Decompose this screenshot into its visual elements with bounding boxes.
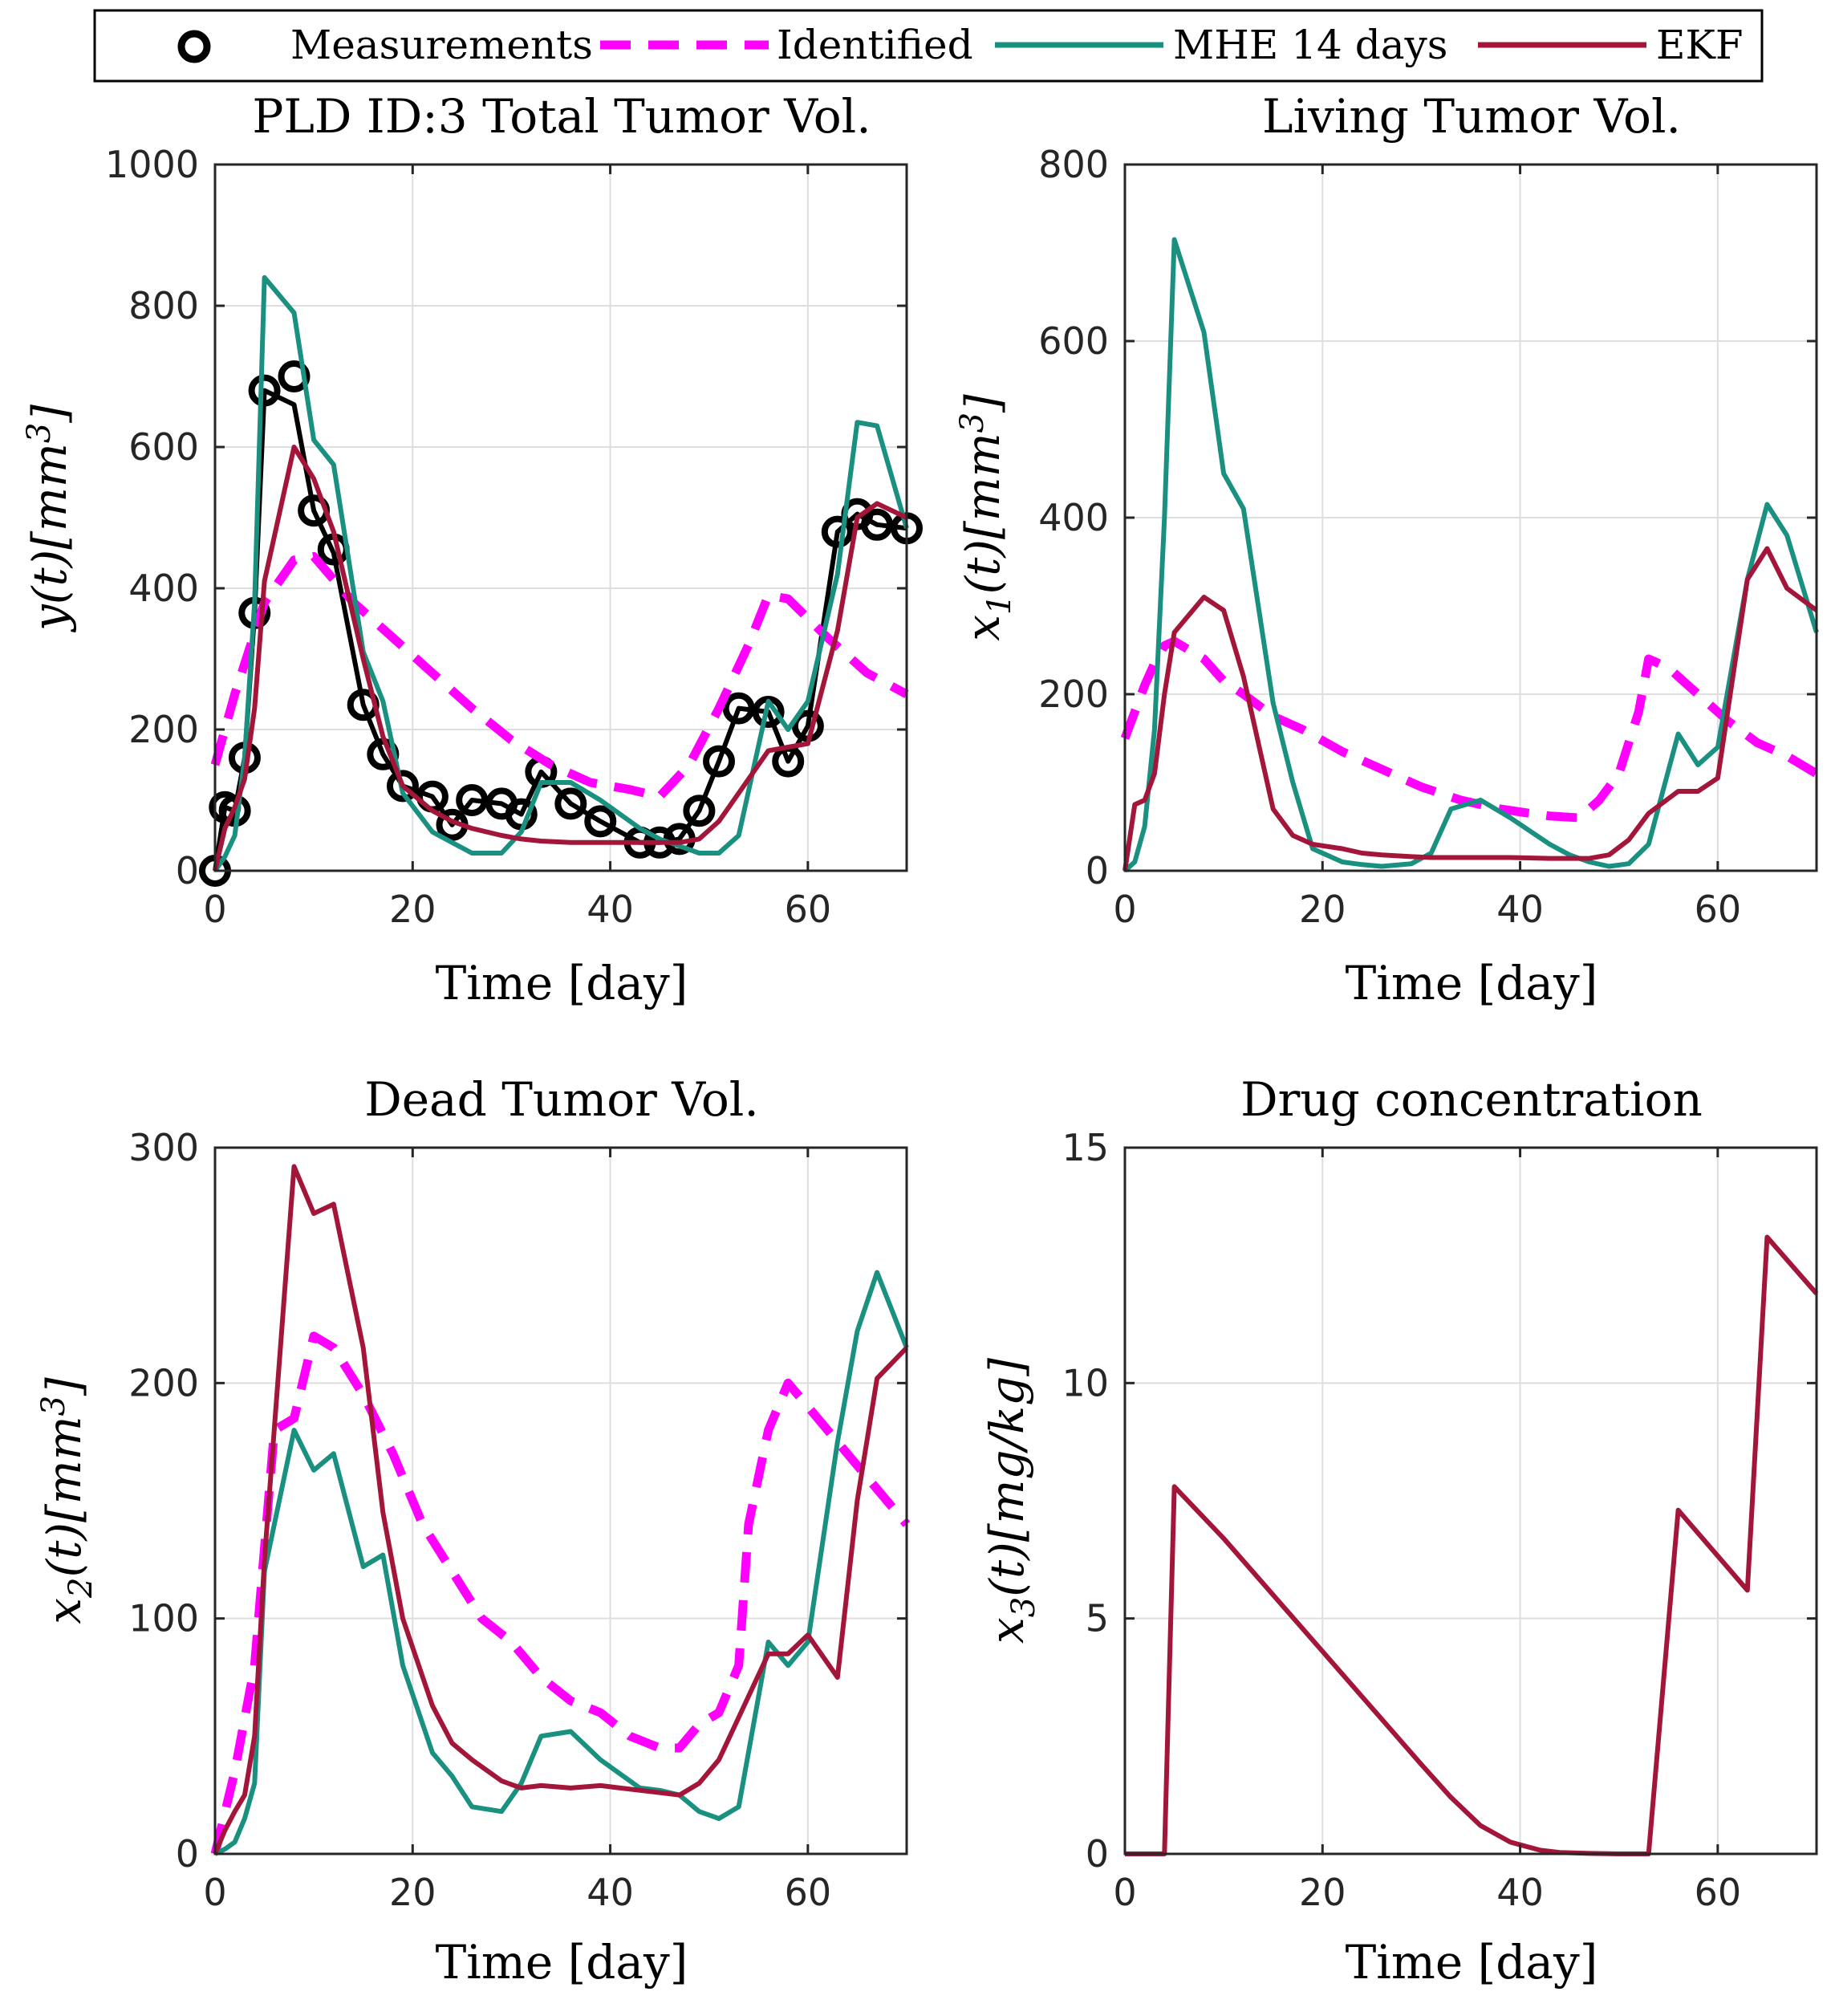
- living-y-tick-label-4: 800: [1038, 143, 1109, 186]
- drug-y-tick-label-2: 10: [1062, 1361, 1109, 1404]
- drug-y-tick-label-0: 0: [1086, 1832, 1109, 1876]
- total-series-identified: [210, 551, 909, 802]
- total-axes-box: [213, 163, 908, 872]
- drug-x-tick-label-0: 0: [1113, 1871, 1136, 1914]
- living-series-ekf: [1122, 546, 1818, 872]
- legend: Measurements Identified MHE 14 days EKF: [93, 9, 1764, 83]
- dead-series-mhe-14-days: [213, 1270, 909, 1856]
- dead-x-tick-label-2: 40: [587, 1871, 634, 1914]
- legend-ekf-label: EKF: [1656, 22, 1744, 68]
- panel-drug-ylabel: x3(t)[mg/kg]: [980, 1358, 1042, 1644]
- total-measurement-point-31: [861, 508, 894, 541]
- total-measurement-point-5: [248, 374, 281, 407]
- total-x-tick-label-0: 0: [203, 888, 226, 931]
- legend-measurements-marker: [177, 30, 211, 63]
- legend-mhe-label: MHE 14 days: [1173, 22, 1447, 68]
- panel-total-xlabel: Time [day]: [436, 956, 688, 1010]
- dead-y-tick-label-3: 300: [128, 1126, 199, 1169]
- dead-axes-box: [213, 1146, 908, 1855]
- living-y-tick-label-1: 200: [1038, 673, 1109, 716]
- panel-living-title: Living Tumor Vol.: [1262, 89, 1681, 144]
- total-measurement-point-19: [584, 805, 617, 838]
- panel-living-ylabel: x1(t)[mm3]: [954, 394, 1018, 641]
- total-x-tick-label-1: 20: [389, 888, 436, 931]
- panel-total-title: PLD ID:3 Total Tumor Vol.: [252, 89, 871, 144]
- total-measurement-point-25: [722, 692, 755, 725]
- living-x-tick-label-2: 40: [1496, 888, 1544, 931]
- drug-x-tick-label-2: 40: [1496, 1871, 1544, 1914]
- total-y-tick-label-5: 1000: [105, 143, 199, 186]
- total-measurement-point-6: [278, 360, 311, 392]
- drug-x-tick-label-1: 20: [1299, 1871, 1346, 1914]
- living-x-tick-label-0: 0: [1113, 888, 1136, 931]
- total-series-mhe-14-days: [213, 274, 909, 872]
- living-y-tick-label-0: 0: [1086, 849, 1109, 892]
- total-measurement-point-14: [456, 784, 489, 816]
- panel-dead-xlabel: Time [day]: [436, 1935, 688, 1990]
- panel-total-tumor-volume: PLD ID:3 Total Tumor Vol. Time [day] y(t…: [21, 89, 923, 1010]
- dead-series-ekf: [213, 1164, 909, 1855]
- drug-x-tick-label-3: 60: [1695, 1871, 1742, 1914]
- panel-living-tumor-volume: Living Tumor Vol. Time [day] x1(t)[mm3] …: [954, 89, 1819, 1010]
- dead-y-tick-label-2: 200: [128, 1361, 199, 1404]
- dead-plot-area: [215, 1148, 907, 1854]
- living-y-tick-label-3: 600: [1038, 319, 1109, 363]
- dead-y-tick-label-0: 0: [176, 1832, 199, 1876]
- total-y-tick-label-0: 0: [176, 849, 199, 892]
- total-measurement-point-18: [554, 787, 587, 820]
- living-x-tick-label-3: 60: [1695, 888, 1742, 931]
- total-measurement-point-23: [683, 795, 716, 827]
- panel-dead-ylabel: x2(t)[mm3]: [35, 1377, 99, 1624]
- legend-measurements-label: Measurements: [290, 22, 593, 68]
- total-series-ekf: [213, 445, 908, 872]
- total-y-tick-label-3: 600: [128, 425, 199, 469]
- drug-plot-area: [1125, 1148, 1817, 1854]
- legend-identified-label: Identified: [777, 22, 973, 68]
- drug-y-tick-label-1: 5: [1086, 1597, 1109, 1640]
- total-y-tick-label-2: 400: [128, 567, 199, 610]
- dead-x-tick-label-3: 60: [785, 1871, 832, 1914]
- living-y-tick-label-2: 400: [1038, 496, 1109, 539]
- panel-dead-tumor-volume: Dead Tumor Vol. Time [day] x2(t)[mm3] 0 2…: [35, 1072, 911, 1990]
- dead-x-tick-label-1: 20: [389, 1871, 436, 1914]
- living-series-mhe-14-days: [1123, 237, 1819, 873]
- total-measurement-point-11: [386, 770, 419, 803]
- dead-series-identified: [210, 1331, 911, 1855]
- drug-axes-box: [1123, 1146, 1818, 1855]
- dead-x-tick-label-0: 0: [203, 1871, 226, 1914]
- panel-drug-title: Drug concentration: [1240, 1072, 1703, 1127]
- panel-dead-title: Dead Tumor Vol.: [364, 1072, 759, 1127]
- panel-drug-xlabel: Time [day]: [1346, 1935, 1598, 1990]
- total-y-tick-label-1: 200: [128, 708, 199, 751]
- total-measurement-point-29: [821, 515, 854, 548]
- total-measurement-point-24: [703, 745, 736, 778]
- panel-drug-concentration: Drug concentration Time [day] x3(t)[mg/k…: [980, 1072, 1819, 1990]
- dead-y-tick-label-1: 100: [128, 1597, 199, 1640]
- panel-living-xlabel: Time [day]: [1346, 956, 1598, 1010]
- total-x-tick-label-3: 60: [785, 888, 832, 931]
- total-y-tick-label-4: 800: [128, 284, 199, 327]
- total-x-tick-label-2: 40: [587, 888, 634, 931]
- living-x-tick-label-1: 20: [1299, 888, 1346, 931]
- drug-y-tick-label-3: 15: [1062, 1126, 1109, 1169]
- panel-total-ylabel: y(t)[mm3]: [21, 404, 77, 633]
- drug-series-ekf: [1125, 1234, 1819, 1856]
